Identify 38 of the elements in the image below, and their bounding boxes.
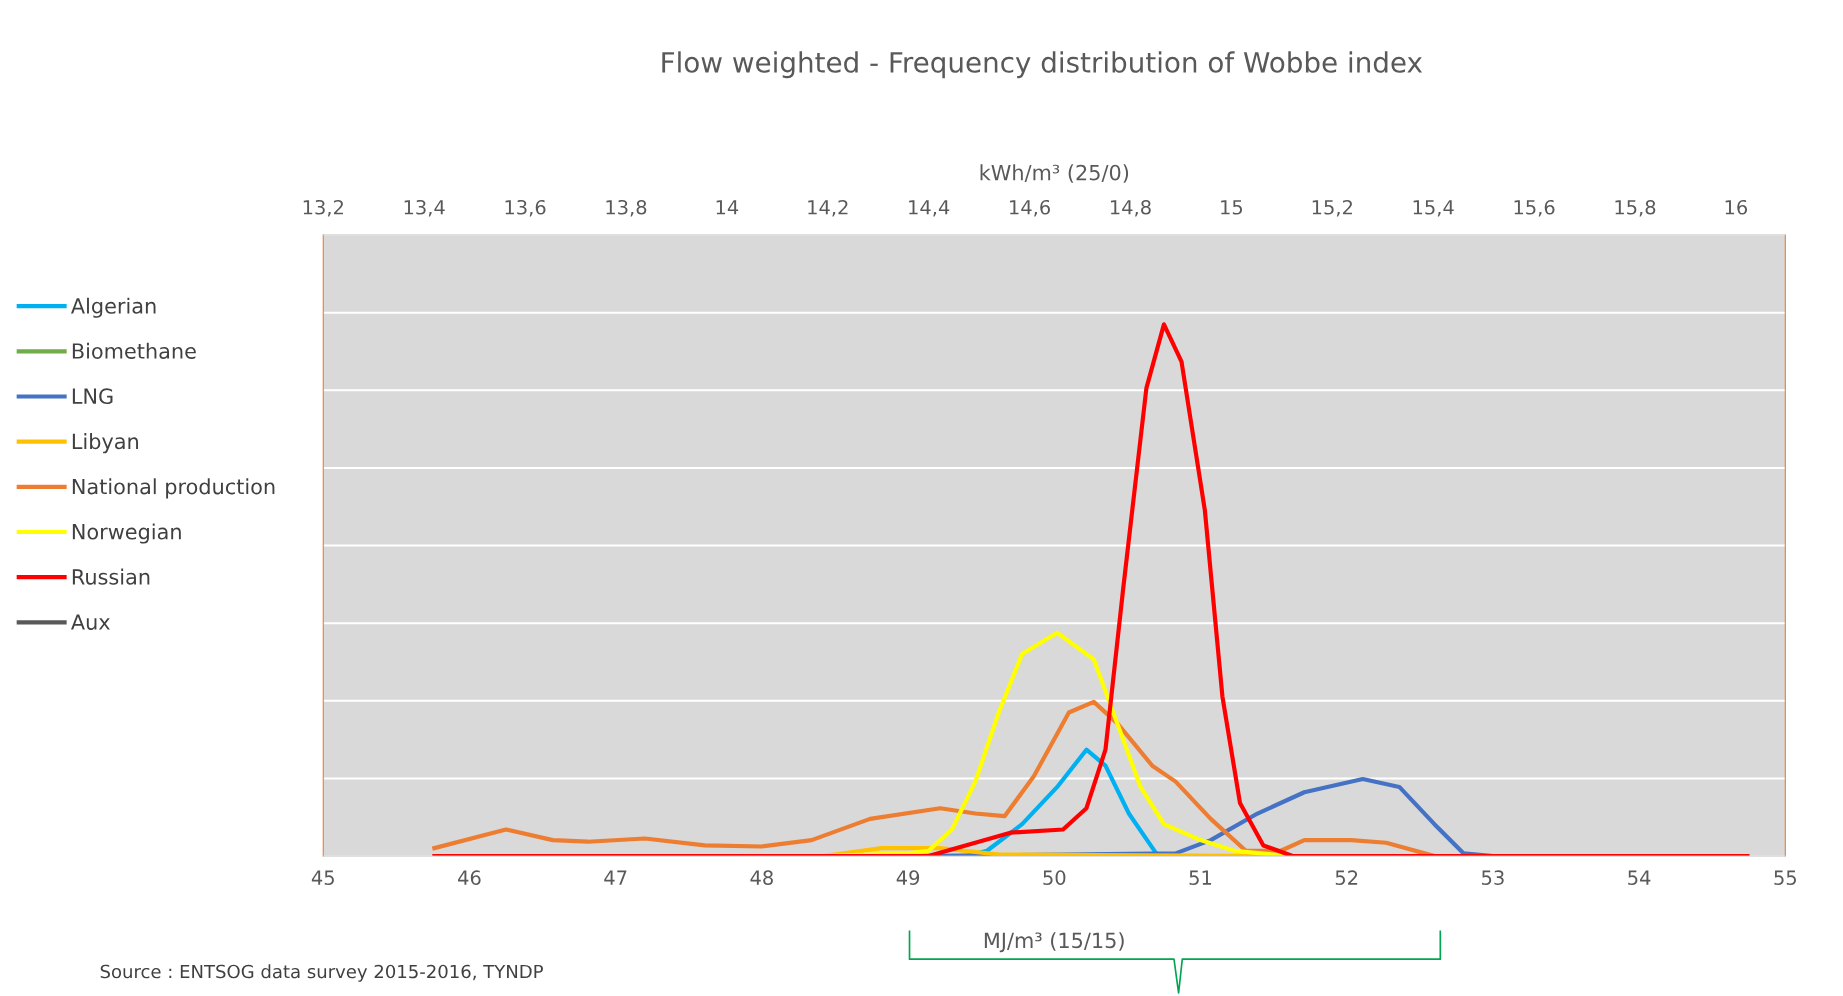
x-tick-label: 52 (1335, 870, 1358, 885)
legend-label: LNG (72, 388, 113, 405)
x2-tick-label: 13,8 (606, 199, 647, 217)
x-tick-label: 55 (1774, 870, 1796, 885)
x2-tick-label: 15 (1221, 200, 1243, 215)
chart-title: Flow weighted - Frequency distribution of Wobbe index (662, 51, 1423, 79)
x2-tick-label: 15,6 (1514, 199, 1555, 217)
x-tick-label: 51 (1189, 870, 1212, 885)
legend-label: Russian (72, 568, 150, 585)
x2-tick-label: 15,4 (1413, 200, 1454, 217)
x2-axis-title: kWh/m³ (25/0) (980, 164, 1129, 183)
x-tick-label: 46 (458, 870, 481, 885)
x2-tick-label: 13,4 (404, 199, 445, 217)
x2-tick-label: 14,8 (1110, 199, 1151, 217)
x-tick-label: 53 (1482, 870, 1504, 885)
x2-tick-label: 14,2 (808, 199, 848, 217)
x-tick-label: 50 (1043, 870, 1066, 885)
x2-tick-label: 14,4 (909, 200, 950, 217)
legend-label: Biomethane (72, 342, 196, 359)
x2-tick-label: 15,8 (1615, 199, 1656, 217)
source-note: Source : ENTSOG data survey 2015-2016, TYNDP (100, 964, 543, 982)
x-tick-label: 48 (750, 870, 773, 885)
x2-tick-label: 14,6 (1010, 199, 1050, 217)
legend-label: Norwegian (72, 523, 181, 544)
x-axis-title: MJ/m³ (15/15) (984, 932, 1124, 953)
x2-tick-label: 14 (716, 200, 739, 215)
legend-label: Aux (71, 614, 110, 630)
x2-tick-label: 13,2 (303, 199, 343, 217)
legend-label: National production (72, 478, 275, 499)
x2-tick-label: 13,6 (505, 199, 546, 217)
x-tick-label: 49 (896, 870, 920, 885)
x-tick-label: 54 (1628, 870, 1651, 885)
x-tick-label: 45 (311, 870, 334, 885)
x2-tick-label: 15,2 (1312, 199, 1352, 217)
x2-tick-label: 16 (1725, 199, 1748, 215)
legend-label: Libyan (72, 433, 138, 454)
legend-label: Algerian (71, 297, 156, 318)
x-tick-label: 47 (604, 870, 627, 885)
